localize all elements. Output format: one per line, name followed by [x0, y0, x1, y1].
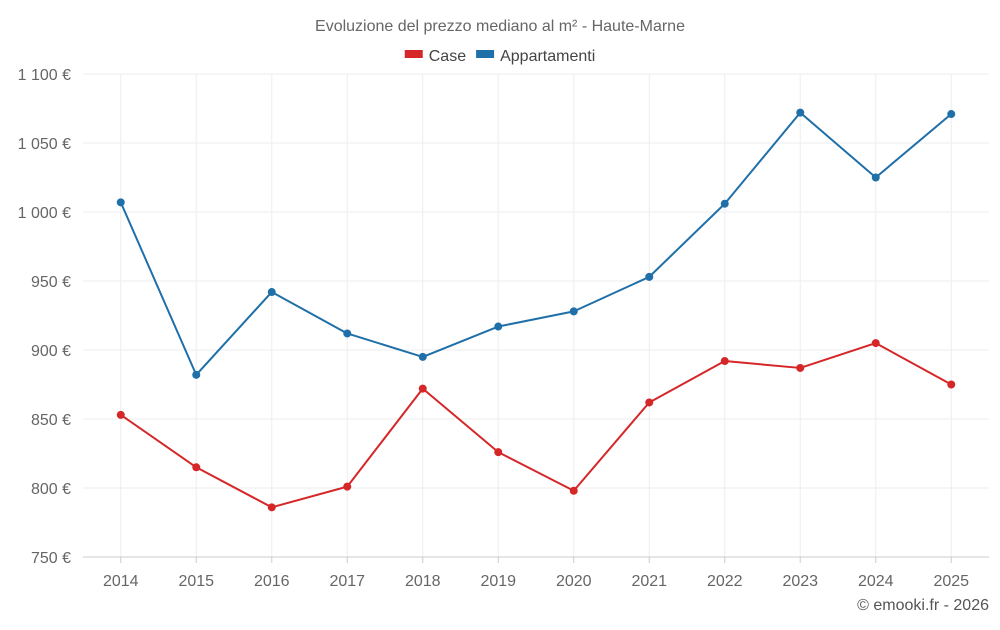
y-tick-label: 1 100 € [18, 67, 71, 84]
data-point-appartamenti[interactable] [569, 307, 578, 316]
x-tick-label: 2025 [933, 573, 969, 590]
y-tick-label: 950 € [31, 274, 71, 291]
data-point-appartamenti[interactable] [116, 198, 125, 207]
data-point-case[interactable] [343, 482, 352, 491]
x-tick-label: 2016 [254, 573, 290, 590]
x-tick-label: 2021 [631, 573, 667, 590]
legend-label: Case [429, 48, 466, 65]
x-tick-label: 2019 [480, 573, 516, 590]
legend: Case Appartamenti [404, 48, 595, 65]
series-line-case [120, 342, 952, 509]
x-tick-label: 2023 [782, 573, 818, 590]
y-tick-label: 1 050 € [18, 136, 71, 153]
data-point-case[interactable] [569, 486, 578, 495]
data-point-case[interactable] [494, 448, 503, 457]
x-tick-label: 2018 [405, 573, 441, 590]
data-point-appartamenti[interactable] [343, 329, 352, 338]
data-point-appartamenti[interactable] [871, 173, 880, 182]
legend-item-appartamenti[interactable]: Appartamenti [476, 48, 595, 65]
series-appartamenti [116, 108, 956, 379]
data-point-appartamenti[interactable] [192, 370, 201, 379]
series-line-appartamenti [119, 111, 952, 376]
data-point-case[interactable] [871, 339, 880, 348]
chart-title: Evoluzione del prezzo mediano al m² - Ha… [315, 18, 685, 35]
x-tick-label: 2017 [329, 573, 365, 590]
data-point-case[interactable] [947, 380, 956, 389]
y-axis: 750 € 800 € 850 € 900 € 950 € 1 000 € 1 050 € 1… [18, 67, 71, 567]
y-tick-label: 800 € [31, 481, 71, 498]
series-layer [116, 108, 956, 512]
y-tick-label: 1 000 € [18, 205, 71, 222]
data-point-appartamenti[interactable] [720, 199, 729, 208]
data-point-appartamenti[interactable] [947, 110, 956, 119]
legend-item-case[interactable]: Case [404, 48, 466, 65]
data-point-appartamenti[interactable] [796, 108, 805, 117]
y-tick-label: 750 € [31, 550, 71, 567]
y-tick-label: 900 € [31, 343, 71, 360]
legend-swatch [404, 50, 423, 58]
data-point-appartamenti[interactable] [645, 272, 654, 281]
series-case [116, 339, 956, 512]
x-tick-label: 2024 [858, 573, 894, 590]
grid [83, 73, 989, 557]
data-point-appartamenti[interactable] [267, 288, 276, 297]
legend-swatch [476, 50, 495, 58]
x-tick-label: 2014 [103, 573, 139, 590]
data-point-case[interactable] [116, 410, 125, 419]
data-point-appartamenti[interactable] [418, 352, 427, 361]
y-tick-label: 850 € [31, 412, 71, 429]
data-point-case[interactable] [645, 398, 654, 407]
data-point-case[interactable] [796, 363, 805, 372]
data-point-case[interactable] [267, 503, 276, 512]
x-tick-label: 2015 [178, 573, 214, 590]
credit-text: © emooki.fr - 2026 [857, 597, 989, 614]
x-tick-label: 2022 [707, 573, 743, 590]
data-point-case[interactable] [192, 463, 201, 472]
data-point-appartamenti[interactable] [494, 322, 503, 331]
legend-label: Appartamenti [500, 48, 595, 65]
data-point-case[interactable] [720, 357, 729, 366]
x-axis: 2014 2015 2016 2017 2018 2019 2020 2021 2022 2023… [83, 556, 989, 590]
data-point-case[interactable] [418, 384, 427, 393]
x-tick-label: 2020 [556, 573, 592, 590]
